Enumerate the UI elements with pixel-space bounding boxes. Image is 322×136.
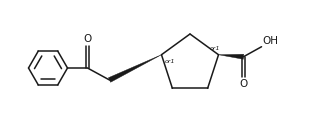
- Text: or1: or1: [210, 46, 220, 51]
- Text: or1: or1: [165, 59, 175, 64]
- Text: O: O: [239, 79, 248, 89]
- Text: O: O: [83, 33, 92, 44]
- Polygon shape: [109, 55, 161, 82]
- Text: OH: OH: [262, 36, 279, 46]
- Polygon shape: [219, 54, 244, 59]
